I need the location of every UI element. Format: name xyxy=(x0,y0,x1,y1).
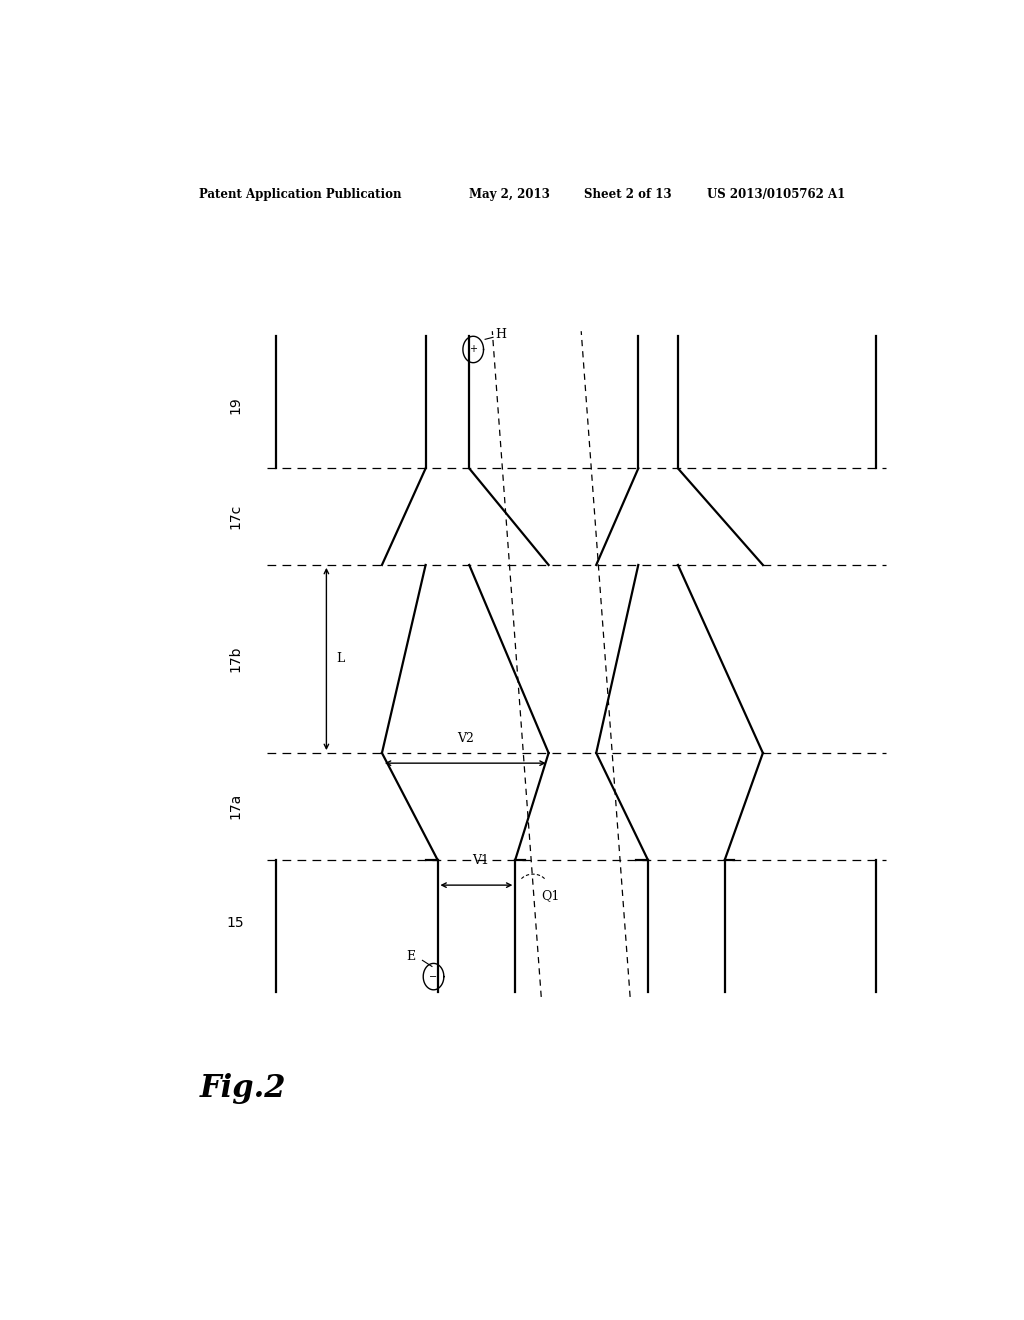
Text: Q1: Q1 xyxy=(542,888,560,902)
Text: US 2013/0105762 A1: US 2013/0105762 A1 xyxy=(708,189,846,202)
Text: Patent Application Publication: Patent Application Publication xyxy=(200,189,402,202)
Text: L: L xyxy=(336,652,344,665)
Text: 17c: 17c xyxy=(228,504,242,529)
Text: +: + xyxy=(469,345,477,355)
Text: 17b: 17b xyxy=(228,645,242,672)
Text: 15: 15 xyxy=(226,916,244,931)
Text: 19: 19 xyxy=(228,396,242,413)
Text: 17a: 17a xyxy=(228,793,242,820)
Text: V1: V1 xyxy=(472,854,488,867)
Text: May 2, 2013: May 2, 2013 xyxy=(469,189,550,202)
Text: E: E xyxy=(407,950,416,962)
Text: H: H xyxy=(496,327,507,341)
Text: V2: V2 xyxy=(457,731,474,744)
Text: −: − xyxy=(429,972,437,982)
Text: Fig.2: Fig.2 xyxy=(200,1073,286,1104)
Text: Sheet 2 of 13: Sheet 2 of 13 xyxy=(585,189,672,202)
